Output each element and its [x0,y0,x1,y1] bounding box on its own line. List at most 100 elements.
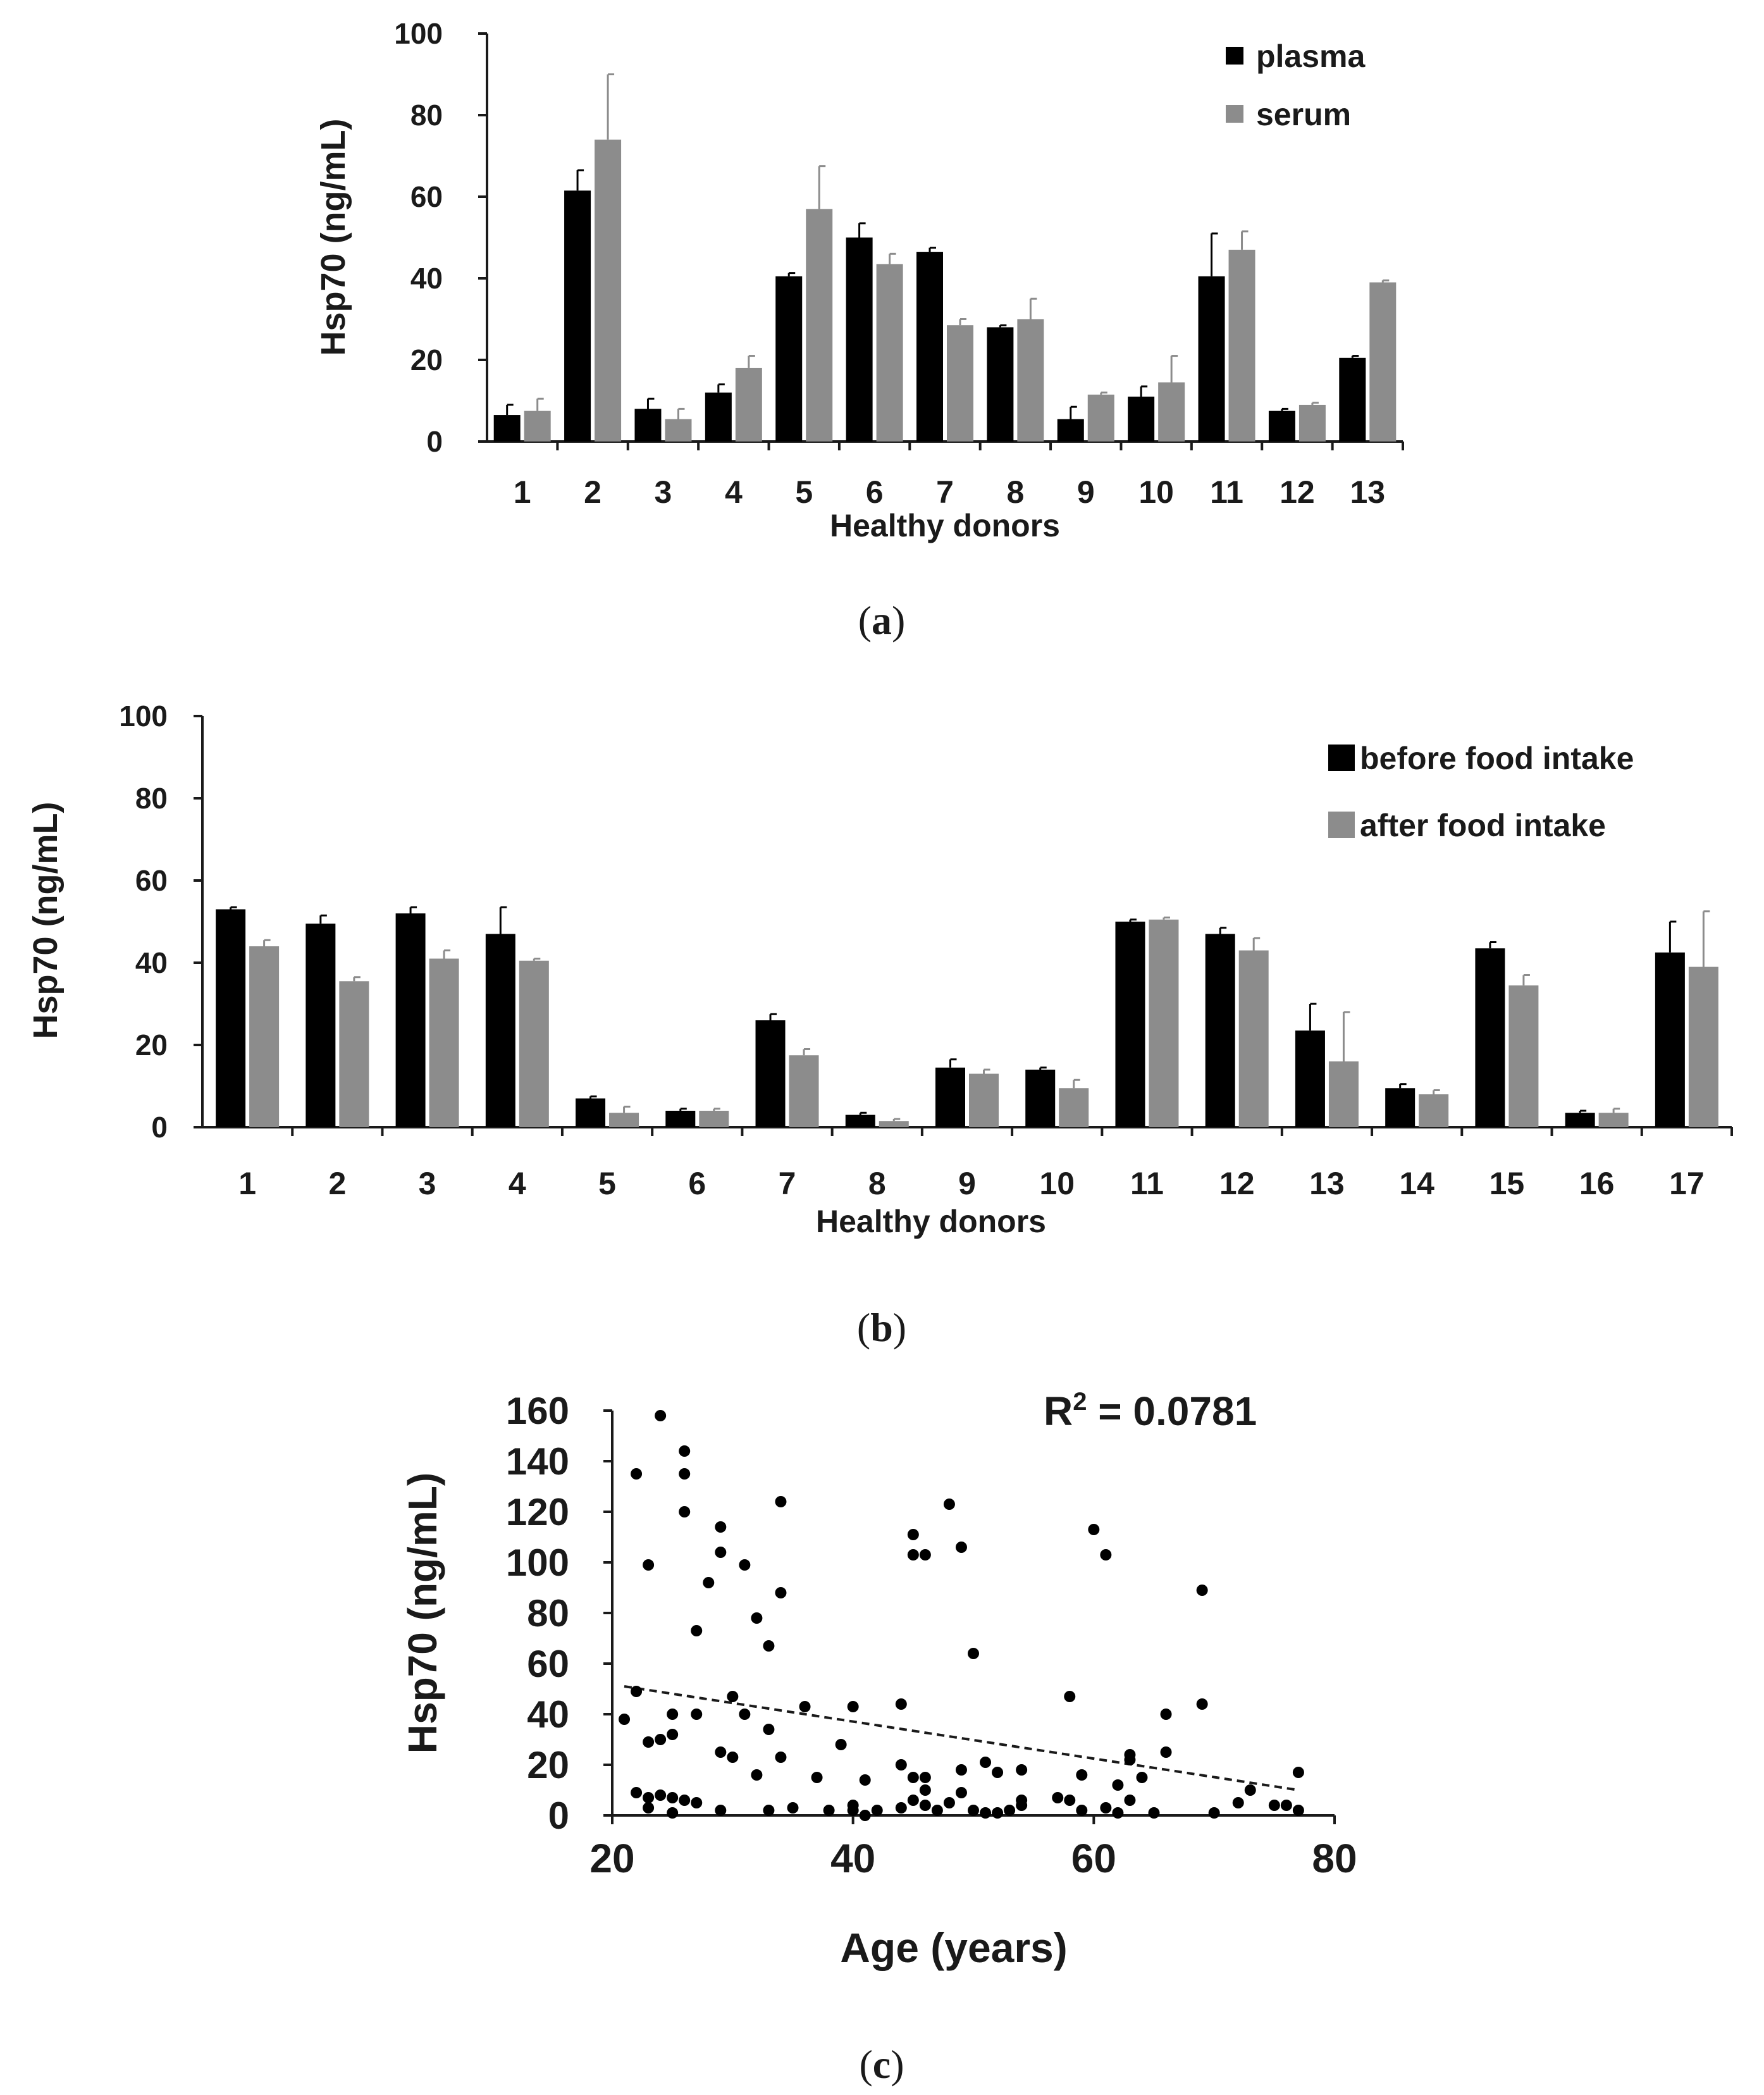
caption-letter: c [873,2042,891,2087]
y-tick-label: 40 [135,946,168,979]
caption-paren: ) [893,1305,906,1350]
bar-series1 [216,909,246,1127]
bar-series2 [1228,249,1255,442]
bar-series2 [1598,1113,1629,1127]
bar-series2 [699,1111,729,1127]
bar-series1 [305,924,336,1127]
bar-series2 [595,139,622,442]
bar-series2 [1017,319,1044,442]
scatter-point [655,1410,667,1421]
scatter-point [763,1640,775,1652]
scatter-point [1196,1698,1208,1710]
bar-series1 [1057,419,1084,442]
scatter-point [631,1686,643,1697]
scatter-point [715,1547,727,1558]
scatter-point [1088,1524,1100,1535]
x-category-label: 3 [655,474,672,510]
scatter-point [751,1769,763,1781]
legend-label: plasma [1256,39,1366,74]
scatter-point [847,1701,859,1712]
x-category-label: 10 [1138,474,1174,510]
y-tick-label: 0 [548,1795,569,1837]
x-category-label: 9 [1077,474,1095,510]
x-category-label: 6 [866,474,884,510]
scatter-point [667,1807,679,1819]
scatter-point [1160,1709,1172,1720]
x-tick-label: 40 [830,1836,875,1881]
y-tick-label: 100 [119,700,168,732]
scatter-point [1124,1754,1136,1765]
scatter-point [1208,1807,1220,1819]
y-tick-label: 60 [527,1643,569,1685]
y-tick-label: 40 [527,1693,569,1736]
caption-letter: b [870,1305,893,1350]
bar-series1 [935,1067,965,1127]
bar-series2 [429,958,459,1127]
x-tick-label: 20 [589,1836,634,1881]
scatter-point [968,1805,979,1816]
scatter-point [727,1691,739,1702]
caption-paren: ( [857,1305,870,1350]
bar-series2 [1328,1061,1359,1127]
bar-series2 [1369,282,1397,442]
r-squared-value: = 0.0781 [1087,1388,1257,1434]
scatter-point [643,1736,655,1748]
x-category-label: 2 [584,474,601,510]
scatter-point [1076,1805,1088,1816]
scatter-point [1004,1805,1016,1816]
caption-paren: ( [858,598,872,643]
scatter-point [667,1709,679,1720]
scatter-point [955,1787,967,1798]
scatter-point [919,1784,931,1796]
scatter-point [679,1795,691,1806]
scatter-point [968,1648,979,1659]
scatter-point [943,1797,955,1808]
x-category-label: 6 [688,1166,706,1201]
scatter-point [895,1759,907,1771]
scatter-point [1064,1795,1076,1806]
x-tick-label: 60 [1071,1836,1116,1881]
caption-paren: ( [859,2042,872,2087]
bar-series1 [775,276,803,442]
scatter-point [859,1810,871,1821]
panel-caption: (b) [857,1305,906,1350]
r-squared-symbol: R [1044,1388,1073,1434]
caption-paren: ) [892,598,905,643]
x-axis-title: Healthy donors [816,1204,1046,1239]
scatter-point [631,1468,643,1480]
scatter-point [1280,1800,1292,1811]
scatter-point [895,1802,907,1814]
scatter-point [763,1805,775,1816]
y-tick-label: 20 [527,1744,569,1786]
bar-series1 [564,190,591,442]
y-tick-label: 160 [506,1390,569,1432]
legend-swatch [1328,745,1355,771]
scatter-point [1052,1792,1064,1803]
bar-series1 [1385,1088,1416,1127]
legend-label: after food intake [1360,808,1606,843]
bar-series1 [1268,411,1295,442]
scatter-point [919,1800,931,1811]
scatter-point [655,1734,667,1745]
x-category-label: 5 [795,474,813,510]
scatter-point [1292,1767,1304,1778]
scatter-point [727,1752,739,1763]
scatter-point [1076,1769,1088,1781]
scatter-point [739,1559,751,1571]
panel-caption: (c) [859,2042,904,2087]
scatter-point [1112,1807,1124,1819]
bar-series2 [524,411,551,442]
x-category-label: 4 [725,474,743,510]
bar-series2 [1298,404,1326,442]
bar-series1 [1198,276,1225,442]
x-category-label: 15 [1490,1166,1525,1201]
x-category-label: 13 [1309,1166,1345,1201]
y-tick-label: 40 [410,262,443,295]
scatter-point [871,1805,883,1816]
bar-series1 [1128,397,1155,442]
bar-series1 [845,1115,875,1127]
scatter-point [1100,1802,1112,1814]
x-category-label: 16 [1579,1166,1615,1201]
caption-letter: a [872,598,892,643]
